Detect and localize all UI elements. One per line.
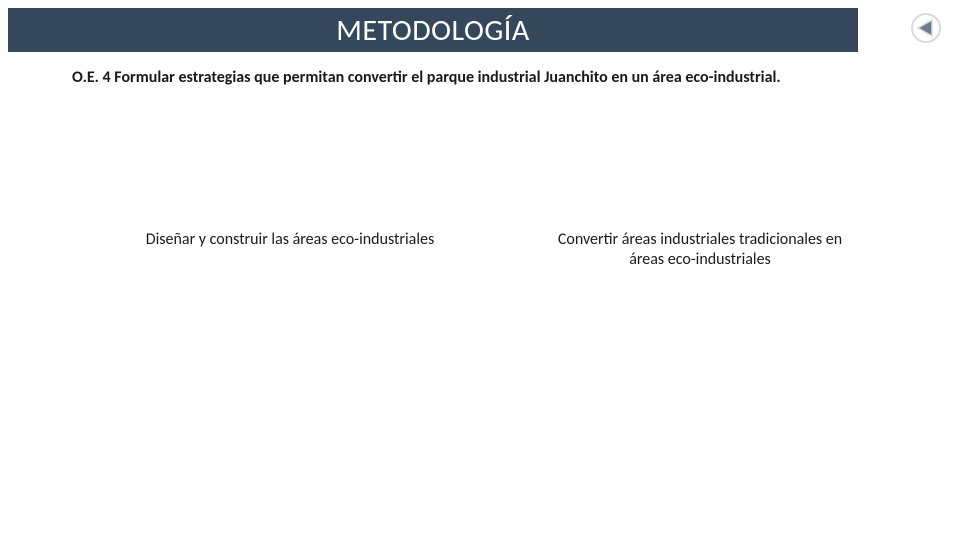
objective-text: O.E. 4 Formular estrategias que permitan…: [72, 68, 892, 89]
back-triangle-icon: [910, 12, 942, 44]
column-left: Diseñar y construir las áreas eco-indust…: [140, 230, 440, 250]
objective-body: Formular estrategias que permitan conver…: [114, 68, 780, 87]
page-title: METODOLOGÍA: [336, 12, 529, 49]
back-button[interactable]: [906, 8, 946, 48]
objective-label: O.E. 4: [72, 68, 111, 87]
header-bar: METODOLOGÍA: [8, 8, 858, 52]
column-right: Convertir áreas industriales tradicional…: [550, 230, 850, 270]
